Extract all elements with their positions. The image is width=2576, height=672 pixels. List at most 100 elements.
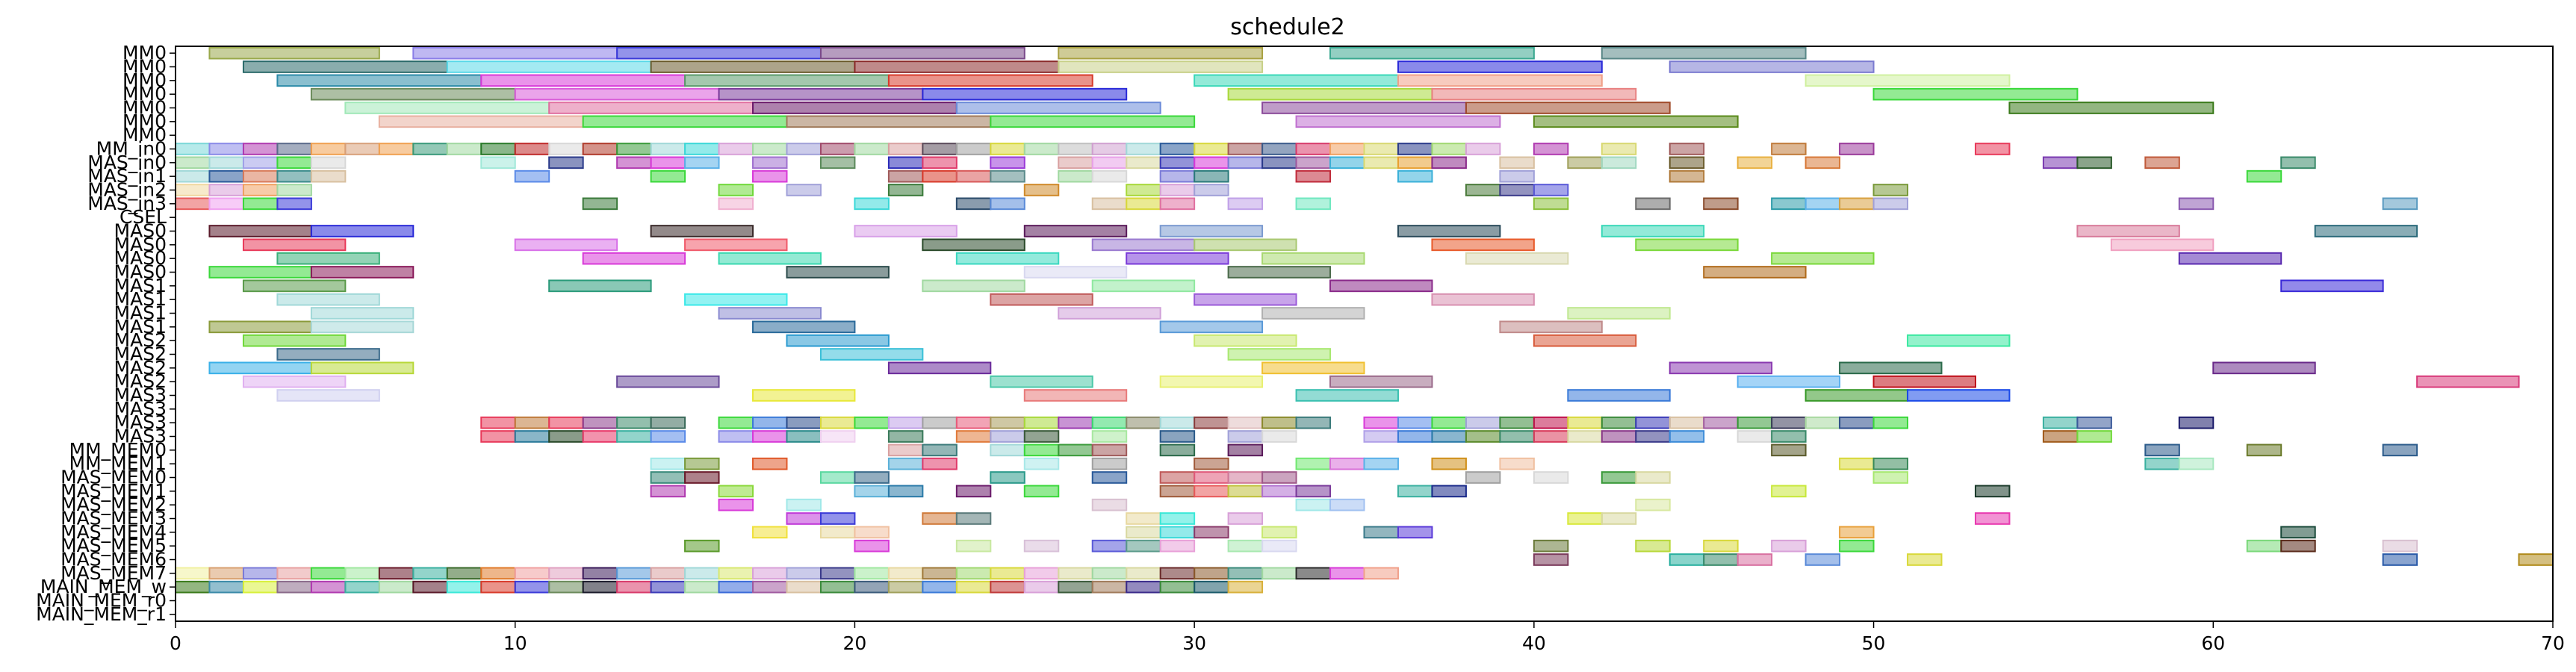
- task-bar: [1329, 457, 1365, 470]
- task-bar: [1397, 526, 1433, 539]
- task-bar: [1159, 512, 1196, 525]
- task-bar: [480, 74, 686, 87]
- task-bar: [854, 567, 890, 580]
- x-tick-label: 20: [843, 632, 867, 654]
- task-bar: [1126, 539, 1161, 553]
- task-bar: [1499, 156, 1535, 169]
- task-bar: [718, 430, 754, 443]
- task-bar: [684, 457, 720, 470]
- task-bar: [786, 334, 890, 347]
- task-bar: [1804, 416, 1841, 429]
- task-bar: [887, 485, 924, 498]
- task-bar: [2280, 539, 2316, 553]
- task-bar: [854, 539, 890, 553]
- y-tick-label: MAIN_MEM_r1: [36, 603, 167, 625]
- y-tick-label: MAS_in3: [87, 193, 167, 214]
- task-bar: [990, 143, 1025, 155]
- task-bar: [718, 252, 822, 265]
- task-bar: [1159, 184, 1196, 196]
- task-bar: [1737, 430, 1773, 443]
- task-bar: [922, 87, 1128, 101]
- y-tick-label: MAS2: [114, 343, 167, 365]
- y-tick-label: MM0: [122, 111, 167, 132]
- task-bar: [752, 143, 788, 155]
- task-bar: [1533, 115, 1739, 128]
- task-bar: [819, 416, 856, 429]
- task-bar: [242, 184, 279, 196]
- task-bar: [378, 115, 584, 128]
- task-bar: [990, 567, 1025, 580]
- y-tick-label: MAS_MEM1: [60, 480, 167, 502]
- task-bar: [650, 143, 686, 155]
- task-bar: [1295, 485, 1332, 498]
- task-bar: [1465, 416, 1501, 429]
- task-bar: [616, 430, 652, 443]
- task-bar: [1669, 169, 1705, 183]
- task-bar: [446, 580, 482, 594]
- task-bar: [242, 567, 279, 580]
- task-bar: [819, 143, 856, 155]
- task-bar: [1126, 580, 1161, 594]
- task-bar: [990, 430, 1025, 443]
- plot-frame: [175, 46, 2554, 622]
- task-bar: [175, 580, 211, 594]
- task-bar: [990, 471, 1025, 484]
- task-bar: [1023, 539, 1060, 553]
- task-bar: [446, 567, 482, 580]
- task-bar: [1091, 457, 1128, 470]
- task-bar: [582, 252, 686, 265]
- task-bar: [887, 74, 1093, 87]
- task-bar: [1091, 580, 1128, 594]
- y-tick-label: MAS3: [114, 385, 167, 406]
- task-bar: [955, 485, 992, 498]
- task-bar: [480, 567, 516, 580]
- task-bar: [1126, 143, 1161, 155]
- task-bar: [887, 444, 924, 457]
- task-bar: [1194, 156, 1229, 169]
- task-bar: [1159, 416, 1196, 429]
- task-bar: [242, 60, 448, 73]
- task-bar: [1091, 169, 1128, 183]
- task-bar: [1058, 580, 1093, 594]
- task-bar: [786, 567, 822, 580]
- task-bar: [752, 526, 788, 539]
- task-bar: [1194, 74, 1399, 87]
- task-bar: [1635, 471, 1671, 484]
- task-bar: [1533, 471, 1569, 484]
- task-bar: [1126, 416, 1161, 429]
- task-bar: [1058, 307, 1161, 320]
- task-bar: [514, 416, 550, 429]
- task-bar: [242, 143, 279, 155]
- task-bar: [1363, 457, 1399, 470]
- y-tick-label: MAS3: [114, 426, 167, 447]
- task-bar: [1839, 197, 1875, 211]
- task-bar: [1058, 60, 1264, 73]
- task-bar: [548, 416, 584, 429]
- task-bar: [1669, 430, 1705, 443]
- task-bar: [208, 580, 244, 594]
- y-tick-label: MAS0: [114, 234, 167, 255]
- task-bar: [310, 320, 415, 334]
- task-bar: [548, 430, 584, 443]
- task-bar: [2246, 539, 2282, 553]
- task-bar: [1669, 553, 1705, 566]
- task-bar: [344, 567, 380, 580]
- task-bar: [582, 430, 618, 443]
- task-bar: [990, 375, 1093, 388]
- y-tick-label: MAS1: [114, 275, 167, 296]
- task-bar: [1295, 389, 1399, 402]
- task-bar: [1771, 416, 1807, 429]
- task-bar: [1533, 430, 1569, 443]
- task-bar: [1771, 485, 1807, 498]
- task-bar: [616, 46, 822, 60]
- task-bar: [616, 156, 652, 169]
- task-bar: [1635, 197, 1671, 211]
- task-bar: [1363, 567, 1399, 580]
- task-bar: [1295, 197, 1332, 211]
- task-bar: [819, 471, 856, 484]
- task-bar: [752, 580, 788, 594]
- task-bar: [616, 567, 652, 580]
- task-bar: [718, 307, 822, 320]
- task-bar: [955, 416, 992, 429]
- task-bar: [1159, 375, 1264, 388]
